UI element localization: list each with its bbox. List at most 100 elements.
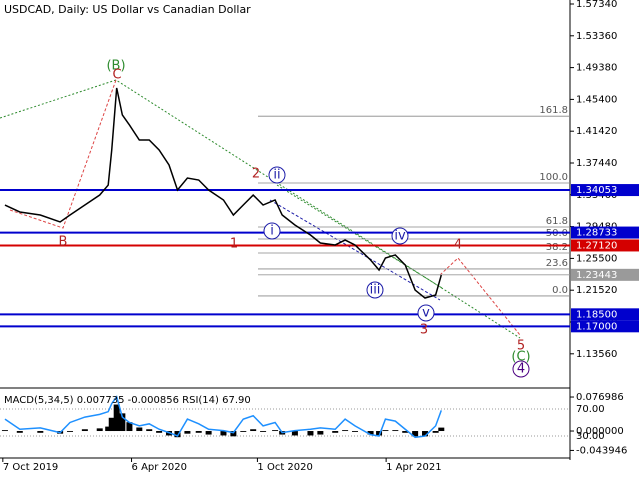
macd-bar [272,430,279,432]
macd-bar [367,431,374,435]
y-tick-label: 1.45400 [576,94,617,105]
annotation: iii [370,283,381,298]
level-box [571,268,639,281]
fib-label: 100.0 [539,172,568,183]
fib-label: 23.6 [546,258,568,269]
annotation-circle [391,227,409,245]
level-label: 1.27120 [576,240,617,251]
y-tick-label: 1.53360 [576,31,617,42]
y-tick-label: 1.25500 [576,253,617,264]
chart-title: USDCAD, Daily: US Dollar vs Canadian Dol… [4,3,251,16]
y2-tick-label: 30.00 [576,431,605,442]
macd-bar [260,431,267,432]
fib-label: 61.8 [546,216,568,227]
level-box [571,184,639,197]
macd-bar [412,431,419,437]
level-label: 1.17000 [576,321,617,332]
y2-tick-label: 70.00 [576,404,605,415]
annotation: i [270,224,274,239]
macd-bar [250,429,257,432]
fib-label: 0.0 [552,285,568,296]
macd-bar [126,422,133,432]
macd-bar [392,430,399,432]
trend-line [9,79,117,229]
trend-line [0,79,521,339]
price-line [4,87,443,299]
macd-bar [220,431,227,436]
macd-bar [291,431,298,436]
y-tick-label: 1.49380 [576,63,617,74]
macd-bar [402,431,409,433]
annotation: 1 [230,237,238,252]
x-tick-label: 6 Apr 2020 [132,462,187,473]
level-label: 1.18500 [576,309,617,320]
level-box [571,308,639,321]
annotation: 3 [420,323,428,338]
x-tick-label: 1 Oct 2020 [257,462,312,473]
annotation: iv [394,229,406,244]
annotation: 5 [517,339,525,354]
level-label: 1.23443 [576,270,617,281]
annotation: (C) [511,350,530,365]
annotation-circle [268,166,286,184]
annotation: B [59,235,68,250]
level-label: 1.28733 [576,228,617,239]
macd-bar [342,430,349,432]
annotation-circle [512,360,530,378]
rsi-line [4,395,442,439]
macd-bar [205,431,212,435]
y-tick-label: 1.41420 [576,126,617,137]
macd-bar [195,431,202,433]
macd-bar [81,429,88,432]
macd-bar [108,417,115,432]
trend-line [269,199,441,301]
annotation: ii [273,168,280,183]
level-box [571,239,639,252]
trend-line [439,257,521,336]
macd-bar [240,431,247,432]
macd-bar [1,430,8,432]
annotation-circle [366,281,384,299]
macd-bar [422,431,429,437]
x-tick-label: 7 Oct 2019 [3,462,58,473]
macd-bar [307,431,314,436]
macd-bar [119,413,126,432]
macd-bar [37,431,44,433]
y-tick-label: 1.57340 [576,0,617,10]
x-tick-label: 1 Apr 2021 [386,462,441,473]
annotation-circle [263,222,281,240]
level-box [571,226,639,239]
annotation: 2 [252,167,260,182]
y-tick-label: -0.043946 [576,445,627,456]
y-tick-label: 1.21520 [576,285,617,296]
macd-bar [96,428,103,432]
macd-bar [105,426,112,432]
macd-bar [382,430,389,432]
level-box [571,320,639,333]
macd-bar [184,431,191,434]
macd-bar [136,427,143,432]
macd-bar [230,431,237,437]
macd-bar [156,431,163,433]
annotation: C [112,68,121,83]
y-tick-label: 0.076986 [576,392,624,403]
y-tick-label: 1.37440 [576,158,617,169]
macd-bar [174,431,181,438]
fib-label: 38.2 [546,242,568,253]
y-tick-label: 1.13560 [576,349,617,360]
annotation: v [422,306,430,321]
macd-bar [438,427,445,432]
indicator-title: MACD(5,34,5) 0.007735 -0.000856 RSI(14) … [4,395,251,406]
annotation: (B) [106,59,125,74]
macd-bar [16,431,23,433]
macd-bar [376,431,383,436]
trend-line [276,184,443,289]
annotation: 4 [454,238,462,253]
macd-bar [146,429,153,432]
level-label: 1.34053 [576,185,617,196]
annotation: 4 [517,362,525,377]
annotation-circle [417,304,435,322]
macd-bar [432,431,439,433]
